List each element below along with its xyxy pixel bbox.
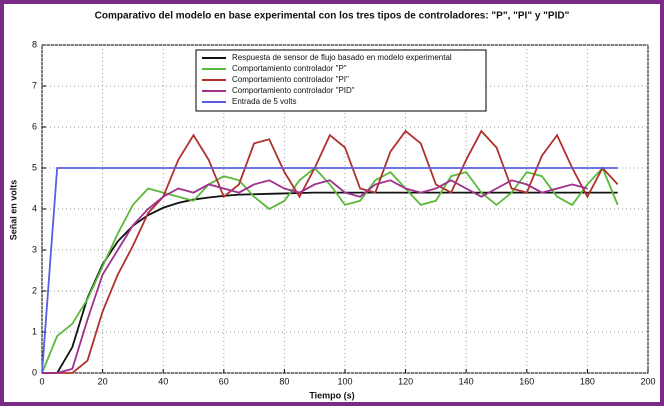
series-line (41, 166, 619, 374)
y-axis-label: Señal en volts (8, 180, 18, 241)
x-axis-label: Tiempo (s) (309, 390, 354, 400)
legend-box (195, 49, 487, 112)
x-tick-label: 140 (459, 376, 474, 386)
series-line (42, 191, 618, 374)
x-tick-label: 60 (219, 376, 229, 386)
y-tick-label: 5 (32, 162, 37, 172)
y-tick-label: 3 (32, 244, 37, 254)
legend-label: Comportamiento controlador "PID" (232, 86, 355, 95)
x-tick-label: 100 (337, 376, 352, 386)
legend-label: Comportamiento controlador "PI" (232, 75, 349, 84)
y-tick-label: 6 (32, 121, 37, 131)
x-tick-label: 200 (640, 376, 655, 386)
series-line (41, 167, 618, 374)
y-tick-label: 8 (32, 39, 37, 49)
y-tick-label: 0 (32, 367, 37, 377)
x-tick-label: 80 (279, 376, 289, 386)
x-tick-label: 0 (39, 376, 44, 386)
x-tick-label: 160 (519, 376, 534, 386)
series-line (42, 129, 619, 374)
x-tick-label: 180 (580, 376, 595, 386)
x-tick-label: 40 (158, 376, 168, 386)
y-tick-label: 4 (32, 203, 37, 213)
x-tick-label: 120 (398, 376, 413, 386)
legend-label: Entrada de 5 volts (232, 97, 296, 106)
legend-label: Respuesta de sensor de flujo basado en m… (232, 53, 452, 62)
legend-label: Comportamiento controlador "P" (232, 64, 347, 73)
y-tick-label: 2 (32, 285, 37, 295)
series-line (42, 179, 588, 374)
y-tick-label: 1 (32, 326, 37, 336)
chart-title: Comparativo del modelo en base experimen… (95, 11, 570, 22)
y-tick-label: 7 (32, 80, 37, 90)
x-tick-label: 20 (98, 376, 108, 386)
